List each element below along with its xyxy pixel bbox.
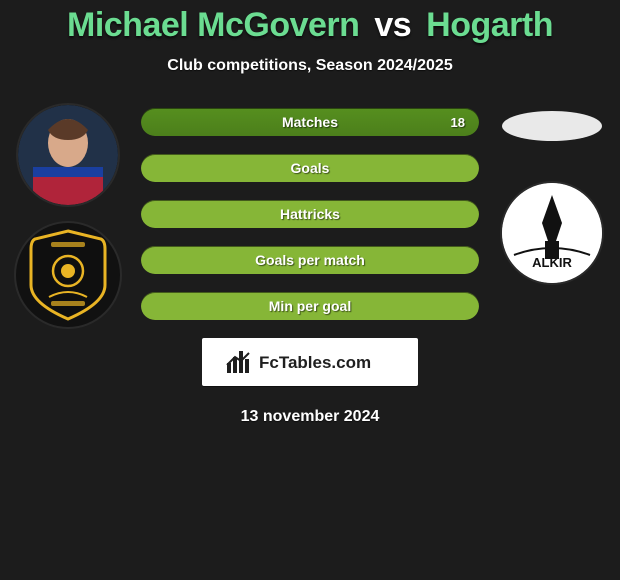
player1-club-badge — [14, 221, 122, 329]
bar-goals: Goals — [141, 154, 479, 182]
brand-text: FcTables.com — [259, 353, 371, 372]
brand-icon: FcTables.com — [225, 347, 395, 377]
subtitle: Club competitions, Season 2024/2025 — [0, 57, 620, 75]
player1-name: Michael McGovern — [67, 6, 359, 44]
stat-bars: Matches 18 Goals Hattricks Goals per mat… — [141, 103, 479, 320]
bar-label: Goals per match — [255, 252, 365, 268]
date-text: 13 november 2024 — [0, 408, 620, 426]
player2-avatar-placeholder — [502, 111, 602, 141]
bar-label: Goals — [291, 160, 330, 176]
svg-text:ALKIR: ALKIR — [532, 255, 572, 270]
player2-club-badge: ALKIR — [500, 181, 604, 285]
left-column — [8, 103, 128, 329]
bar-goals-per-match: Goals per match — [141, 246, 479, 274]
bar-label: Matches — [282, 114, 338, 130]
right-column: ALKIR — [492, 103, 612, 285]
brand-box: FcTables.com — [202, 338, 418, 386]
page-title: Michael McGovern vs Hogarth — [0, 0, 620, 45]
player1-avatar — [16, 103, 120, 207]
player2-name: Hogarth — [426, 6, 553, 44]
bar-right-value: 18 — [451, 115, 465, 130]
bar-min-per-goal: Min per goal — [141, 292, 479, 320]
bar-label: Hattricks — [280, 206, 340, 222]
bar-label: Min per goal — [269, 298, 351, 314]
vs-text: vs — [374, 6, 411, 44]
bar-hattricks: Hattricks — [141, 200, 479, 228]
bar-matches: Matches 18 — [141, 108, 479, 136]
